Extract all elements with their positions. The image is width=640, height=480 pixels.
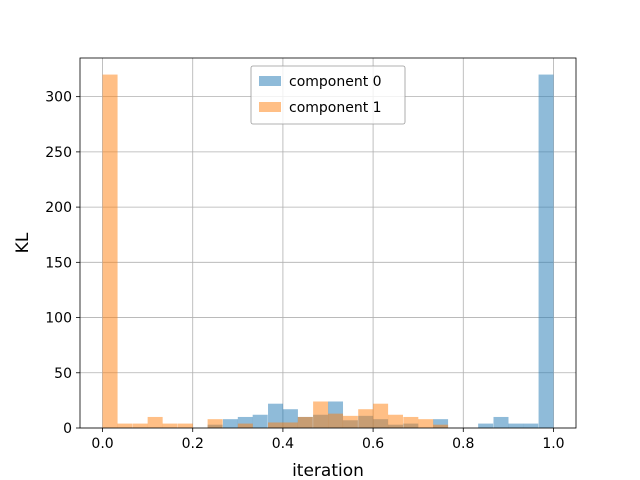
bar-component-0 bbox=[222, 419, 238, 428]
bar-component-0 bbox=[508, 423, 524, 428]
bar-component-1 bbox=[433, 424, 449, 428]
y-tick-label: 250 bbox=[45, 145, 72, 161]
bar-component-1 bbox=[132, 423, 148, 428]
y-tick-label: 200 bbox=[45, 200, 72, 216]
plot-frame bbox=[79, 57, 577, 429]
x-tick-label: 0.2 bbox=[182, 436, 204, 452]
bar-component-0 bbox=[252, 414, 268, 428]
bar-component-0 bbox=[523, 423, 539, 428]
x-tick-label: 1.0 bbox=[542, 436, 564, 452]
bar-component-1 bbox=[328, 413, 344, 428]
bar-component-0 bbox=[433, 419, 449, 428]
bar-component-1 bbox=[102, 74, 118, 428]
legend-label-component-1: component 1 bbox=[289, 100, 382, 116]
y-tick-label: 50 bbox=[54, 366, 72, 382]
bar-component-1 bbox=[403, 416, 419, 428]
x-tick-label: 0.8 bbox=[452, 436, 474, 452]
bar-component-1 bbox=[237, 423, 253, 428]
x-axis-label: iteration bbox=[292, 461, 364, 480]
ticks: 0.0 0.2 0.4 0.6 0.8 1.0 0 50 100 150 200 250 300 bbox=[45, 90, 564, 452]
y-tick-label: 150 bbox=[45, 255, 72, 271]
legend: component 0 component 1 bbox=[250, 65, 406, 125]
bar-component-1 bbox=[418, 419, 434, 428]
legend-label-component-0: component 0 bbox=[289, 74, 382, 90]
bar-component-1 bbox=[162, 423, 178, 428]
legend-swatch-component-1 bbox=[259, 102, 281, 112]
bar-component-0 bbox=[237, 416, 253, 428]
y-tick-label: 300 bbox=[45, 90, 72, 106]
bar-component-1 bbox=[268, 422, 284, 428]
bar-component-1 bbox=[358, 409, 374, 428]
bar-component-1 bbox=[282, 422, 298, 428]
legend-swatch-component-0 bbox=[259, 76, 281, 86]
bar-component-1 bbox=[387, 414, 403, 428]
bar-component-1 bbox=[147, 416, 163, 428]
bar-component-0 bbox=[268, 403, 284, 428]
bar-component-0 bbox=[478, 423, 494, 428]
y-tick-label: 0 bbox=[63, 421, 72, 437]
bar-component-0 bbox=[493, 416, 509, 428]
y-tick-label: 100 bbox=[45, 311, 72, 327]
bar-component-1 bbox=[177, 423, 193, 428]
bar-component-1 bbox=[297, 416, 313, 428]
x-tick-label: 0.0 bbox=[91, 436, 113, 452]
legend-box bbox=[250, 65, 406, 125]
x-tick-label: 0.4 bbox=[272, 436, 294, 452]
bar-component-1 bbox=[342, 415, 358, 428]
bar-component-1 bbox=[313, 401, 329, 428]
y-axis-label: KL bbox=[13, 232, 33, 253]
bar-component-0 bbox=[538, 74, 554, 428]
bars bbox=[102, 74, 554, 428]
bar-component-1 bbox=[207, 419, 223, 428]
bar-component-1 bbox=[373, 403, 389, 428]
bar-component-1 bbox=[117, 423, 133, 428]
x-tick-label: 0.6 bbox=[362, 436, 384, 452]
